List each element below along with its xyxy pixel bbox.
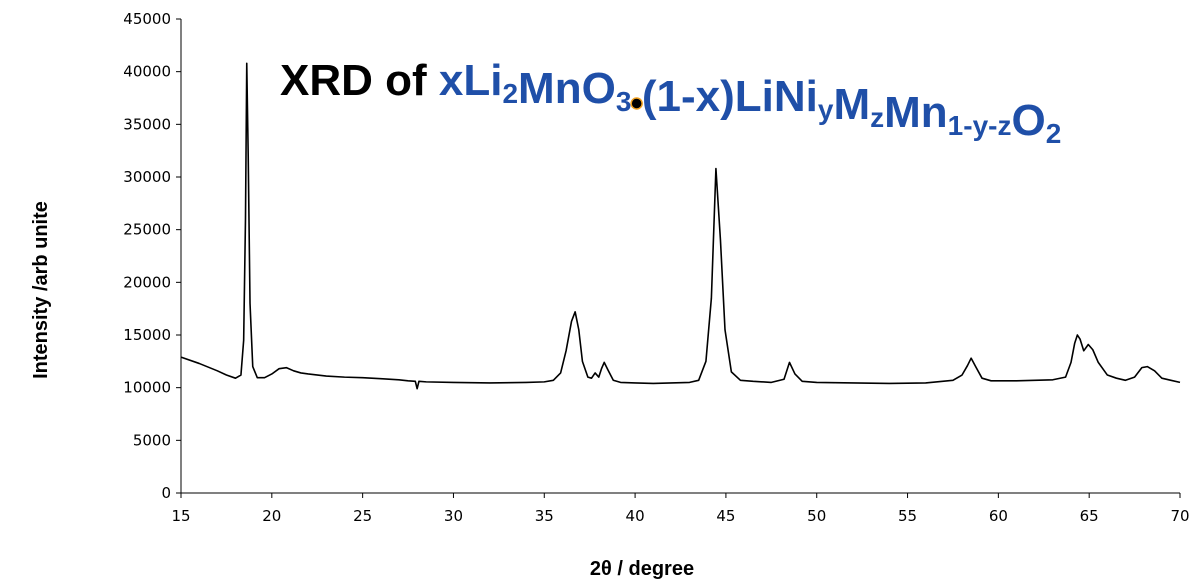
y-tick-label: 45000 — [123, 10, 171, 28]
y-tick-label: 15000 — [123, 326, 171, 344]
x-tick-label: 65 — [1080, 507, 1099, 525]
x-tick-label: 50 — [807, 507, 826, 525]
y-tick-label: 0 — [161, 484, 171, 502]
y-tick-label: 20000 — [123, 273, 171, 291]
formula-text: M — [833, 80, 870, 129]
x-axis-title: 2θ / degree — [590, 558, 694, 580]
x-tick-label: 45 — [716, 507, 735, 525]
x-tick-label: 35 — [535, 507, 554, 525]
formula-subscript: 1-y-z — [948, 110, 1012, 141]
y-tick-label: 30000 — [123, 168, 171, 186]
y-tick-label: 25000 — [123, 221, 171, 239]
formula-text: xLi — [439, 56, 503, 105]
formula-subscript: 2 — [502, 78, 518, 109]
plot-area: 0 5000 10000 15000 20000 25000 30000 35000 40000… — [123, 10, 1189, 525]
chart-title: XRD of xLi2MnO3•(1-x)LiNiyMzMn1-y-zO2 — [280, 56, 1061, 149]
y-tick-label: 5000 — [133, 431, 171, 449]
formula-text: (1-x)LiNi — [642, 72, 818, 121]
y-axis-title: Intensity /arb unite — [30, 201, 52, 379]
y-tick-label: 10000 — [123, 379, 171, 397]
formula-text: MnO — [518, 64, 616, 113]
y-tick-label: 40000 — [123, 63, 171, 81]
x-tick-label: 70 — [1170, 507, 1189, 525]
y-tick-label: 35000 — [123, 115, 171, 133]
formula-subscript: z — [870, 102, 884, 133]
x-tick-label: 20 — [262, 507, 281, 525]
formula-subscript: y — [818, 94, 834, 125]
x-axis-ticks: 15 20 25 30 35 40 45 50 55 60 65 70 — [171, 493, 1190, 525]
xrd-series-line — [180, 62, 1181, 390]
x-tick-label: 60 — [989, 507, 1008, 525]
formula-subscript: 2 — [1046, 118, 1062, 149]
formula-text: O — [1011, 96, 1045, 145]
x-tick-label: 40 — [626, 507, 645, 525]
x-tick-label: 30 — [444, 507, 463, 525]
x-tick-label: 15 — [171, 507, 190, 525]
x-tick-label: 55 — [898, 507, 917, 525]
chart-title-prefix: XRD of — [280, 56, 439, 105]
formula-dot — [630, 97, 643, 110]
formula-subscript: 3 — [616, 86, 632, 117]
formula-text: Mn — [884, 88, 948, 137]
x-tick-label: 25 — [353, 507, 372, 525]
y-axis-ticks: 0 5000 10000 15000 20000 25000 30000 35000 40000… — [123, 10, 181, 502]
